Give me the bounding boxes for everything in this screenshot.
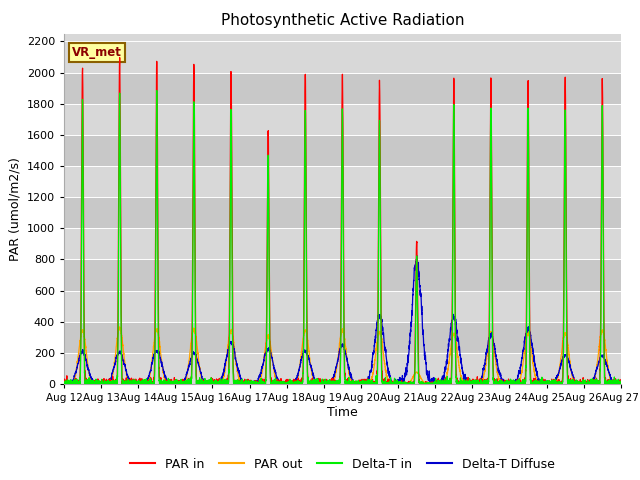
- Y-axis label: PAR (umol/m2/s): PAR (umol/m2/s): [8, 157, 21, 261]
- Title: Photosynthetic Active Radiation: Photosynthetic Active Radiation: [221, 13, 464, 28]
- Bar: [64, 41, 621, 72]
- Bar: [64, 353, 621, 384]
- Bar: [64, 290, 621, 322]
- Bar: [64, 197, 621, 228]
- Bar: [64, 135, 621, 166]
- Bar: [64, 228, 621, 259]
- Bar: [64, 72, 621, 104]
- Legend: PAR in, PAR out, Delta-T in, Delta-T Diffuse: PAR in, PAR out, Delta-T in, Delta-T Dif…: [125, 453, 560, 476]
- Bar: [64, 166, 621, 197]
- Text: VR_met: VR_met: [72, 47, 122, 60]
- Bar: [64, 259, 621, 290]
- Bar: [64, 104, 621, 135]
- Bar: [64, 322, 621, 353]
- X-axis label: Time: Time: [327, 406, 358, 419]
